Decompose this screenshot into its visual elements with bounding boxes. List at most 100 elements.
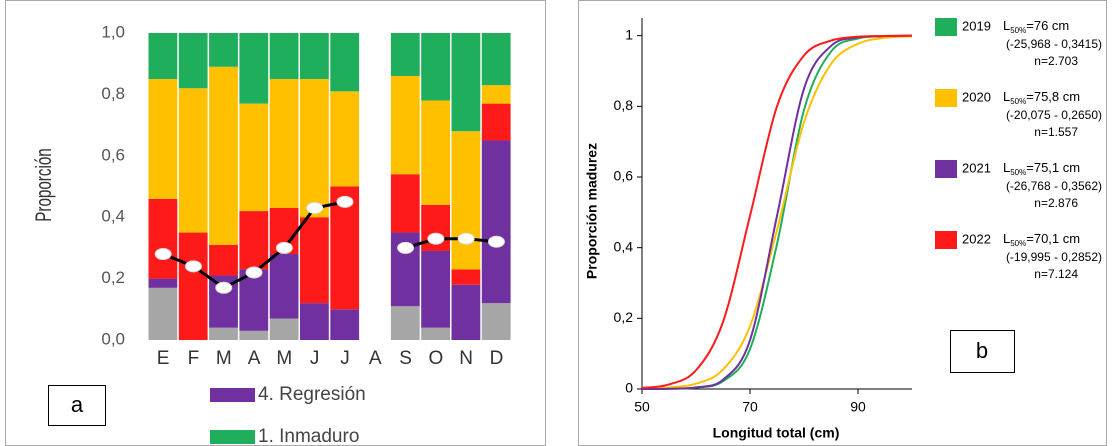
line-marker: [487, 235, 505, 248]
line-marker: [457, 232, 475, 245]
bar-segment: [451, 269, 481, 285]
x-axis-title: Longitud total (cm): [713, 425, 840, 441]
bar-segment: [451, 131, 481, 270]
legend-swatch: [935, 160, 957, 178]
l50-base: L: [1003, 231, 1010, 246]
legend-l50: L50%=75,8 cm: [1003, 89, 1080, 106]
bar-segment: [209, 327, 238, 340]
l50-sub: 50%: [1010, 168, 1026, 177]
bar-segment: [178, 232, 208, 340]
x-tick-label: S: [399, 348, 412, 369]
y-tick-label: 0: [625, 380, 633, 396]
bar-segment: [421, 33, 450, 101]
bar-segment: [178, 88, 208, 233]
legend-label: 1. Inmaduro: [258, 426, 359, 446]
curve: [641, 34, 913, 389]
x-tick-label: 90: [850, 399, 866, 415]
bar-segment: [269, 33, 299, 80]
x-tick-label: J: [310, 348, 320, 369]
panel-b-frame: [578, 0, 1107, 446]
legend-year: 2019: [962, 18, 991, 33]
bar-segment: [451, 284, 481, 340]
line-marker: [275, 241, 293, 254]
x-tick-label: A: [248, 348, 261, 369]
legend-swatch: [935, 18, 957, 36]
legend-l50: L50%=76 cm: [1003, 18, 1069, 35]
bar-segment: [330, 91, 360, 187]
bar-segment: [390, 33, 420, 76]
legend-year: 2020: [962, 89, 991, 104]
x-tick-label: O: [428, 348, 443, 369]
legend-params: (-25,968 - 0,3415): [1006, 37, 1102, 51]
legend-swatch: [210, 430, 255, 444]
line-marker: [245, 266, 263, 279]
bar-segment: [330, 309, 360, 340]
l50-rest: =75,1 cm: [1026, 160, 1080, 175]
bar-segment: [148, 287, 178, 340]
bar-segment: [239, 103, 269, 212]
y-tick-label: 0,8: [614, 97, 634, 113]
bar-segment: [148, 198, 178, 279]
l50-rest: =70,1 cm: [1026, 231, 1080, 246]
legend-l50: L50%=70,1 cm: [1003, 231, 1080, 248]
bar-segment: [148, 79, 178, 199]
bar-segment: [239, 211, 269, 270]
panel-a-label-box: [48, 385, 106, 426]
line-marker: [184, 260, 202, 273]
bar-segment: [239, 330, 269, 340]
legend-n: n=7.124: [1034, 267, 1078, 281]
l50-base: L: [1003, 18, 1010, 33]
y-tick-label: 1,0: [101, 22, 125, 41]
legend-n: n=1.557: [1034, 125, 1078, 139]
bar-segment: [481, 103, 511, 141]
x-tick-label: 50: [634, 399, 650, 415]
bar-segment: [269, 318, 299, 340]
x-tick-label: F: [188, 348, 200, 369]
bar-segment: [209, 33, 238, 67]
legend-year: 2022: [962, 231, 991, 246]
panel-b-label-box: [950, 330, 1015, 373]
bar-segment: [148, 33, 178, 80]
y-axis-title: Proporción madurez: [584, 143, 600, 279]
legend-swatch: [210, 388, 255, 402]
l50-sub: 50%: [1010, 239, 1026, 248]
curve: [641, 35, 913, 390]
bar-segment: [421, 250, 450, 328]
x-tick-label: M: [216, 348, 232, 369]
bar-segment: [269, 79, 299, 208]
bar-segment: [481, 303, 511, 340]
bar-segment: [239, 33, 269, 104]
bar-segment: [390, 174, 420, 233]
panel-a-label: a: [71, 392, 84, 417]
bar-segment: [148, 278, 178, 288]
y-tick-label: 1: [625, 26, 633, 42]
bar-segment: [300, 33, 329, 80]
l50-sub: 50%: [1010, 26, 1026, 35]
line-marker: [397, 241, 415, 254]
bar-segment: [330, 33, 360, 92]
bar-segment: [451, 33, 481, 132]
y-tick-label: 0,2: [614, 309, 634, 325]
x-tick-label: A: [369, 348, 382, 369]
legend-label: 4. Regresión: [258, 384, 366, 405]
y-tick-label: 0,8: [101, 84, 125, 103]
y-axis-title: Proporción: [31, 148, 55, 221]
bar-segment: [269, 254, 299, 319]
legend-n: n=2.876: [1034, 196, 1078, 210]
line-marker: [306, 201, 324, 214]
line-marker: [336, 195, 354, 208]
l50-sub: 50%: [1010, 97, 1026, 106]
legend-params: (-26,768 - 0,3562): [1006, 179, 1102, 193]
bar-segment: [209, 244, 238, 276]
bar-segment: [300, 217, 329, 304]
legend-year: 2021: [962, 160, 991, 175]
line-marker: [215, 281, 233, 294]
y-tick-label: 0,4: [101, 207, 125, 226]
bar-segment: [300, 79, 329, 218]
curve: [641, 34, 913, 390]
line-marker: [154, 248, 172, 261]
bar-segment: [390, 306, 420, 340]
legend-swatch: [935, 231, 957, 249]
l50-base: L: [1003, 89, 1010, 104]
